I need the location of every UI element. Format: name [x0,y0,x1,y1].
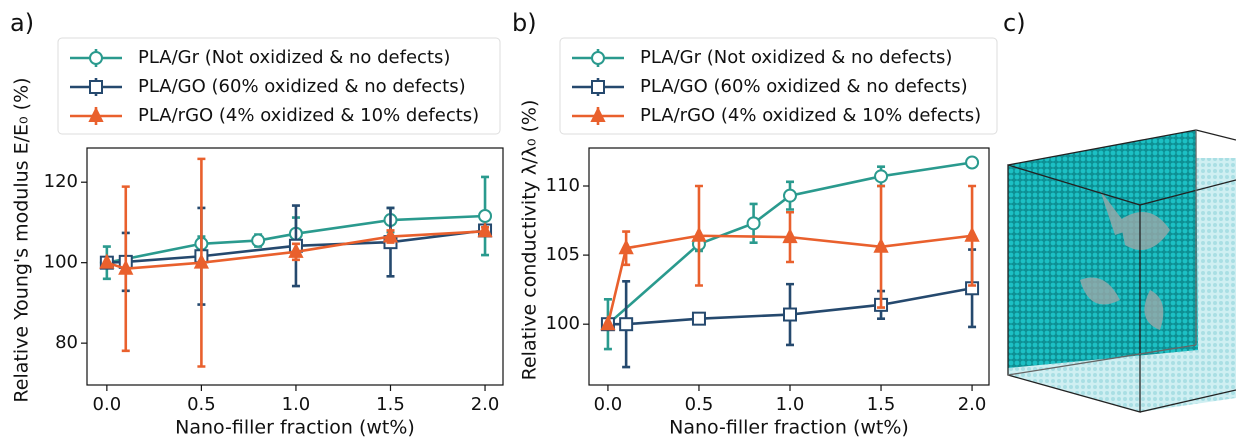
marker [89,51,103,65]
marker [782,227,798,244]
x-tick-label: 0.5 [187,394,216,415]
marker [251,233,266,248]
panel-label: b) [512,9,537,37]
series-line [106,214,486,264]
x-tick-label: 2.0 [471,394,500,415]
y-tick-label: 120 [44,171,78,192]
axes-frame [86,147,504,386]
legend-label: PLA/GO (60% oxidized & no defects) [138,76,466,97]
marker [193,253,210,269]
marker [783,188,798,203]
marker [691,226,707,242]
x-axis-label: Nano-filler fraction (wt%) [175,417,415,439]
y-axis-label: Relative conductivity λ/λ₀ (%) [519,100,541,381]
marker [783,307,798,322]
legend-label: PLA/rGO (4% oxidized & 10% defects) [138,105,479,126]
marker [964,226,980,242]
x-tick-label: 1.5 [867,394,896,415]
legend-label: PLA/Gr (Not oxidized & no defects) [138,47,450,68]
series-line [607,161,973,326]
legend-label: PLA/Gr (Not oxidized & no defects) [640,47,952,68]
x-tick-label: 0.5 [685,394,714,415]
marker [965,155,980,170]
legend-box [57,37,501,135]
marker [874,169,889,184]
marker [873,237,889,253]
marker [288,242,304,258]
marker [118,259,134,275]
marker [600,314,616,331]
x-tick-label: 0.0 [594,394,623,415]
x-tick-label: 1.0 [776,394,805,415]
marker [477,222,493,238]
y-tick-label: 105 [546,244,580,265]
marker [691,311,706,326]
marker [382,227,399,243]
marker [591,51,605,65]
series-line [606,234,973,325]
y-tick-label: 110 [546,175,580,196]
legend-label: PLA/GO (60% oxidized & no defects) [640,76,968,97]
marker [478,209,493,224]
x-tick-label: 0.0 [93,394,122,415]
x-tick-label: 2.0 [958,394,987,415]
y-tick-label: 100 [546,313,580,334]
marker [619,317,634,332]
marker [590,106,606,122]
axes-frame [588,147,990,386]
legend-label: PLA/rGO (4% oxidized & 10% defects) [640,105,981,126]
panel-label: c) [1003,9,1026,37]
y-tick-label: 80 [55,332,78,353]
marker [99,253,115,269]
panel-label: a) [10,9,34,37]
marker [618,238,634,255]
x-tick-label: 1.5 [376,394,405,415]
y-tick-label: 100 [44,252,78,273]
x-tick-label: 1.0 [282,394,311,415]
molecular-cube [1007,129,1236,413]
y-axis-label: Relative Young's modulus E/E₀ (%) [11,77,33,402]
marker [89,80,103,94]
marker [591,80,605,94]
marker [88,106,104,122]
x-axis-label: Nano-filler fraction (wt%) [669,417,909,439]
marker [746,216,761,231]
legend-box [559,37,998,135]
